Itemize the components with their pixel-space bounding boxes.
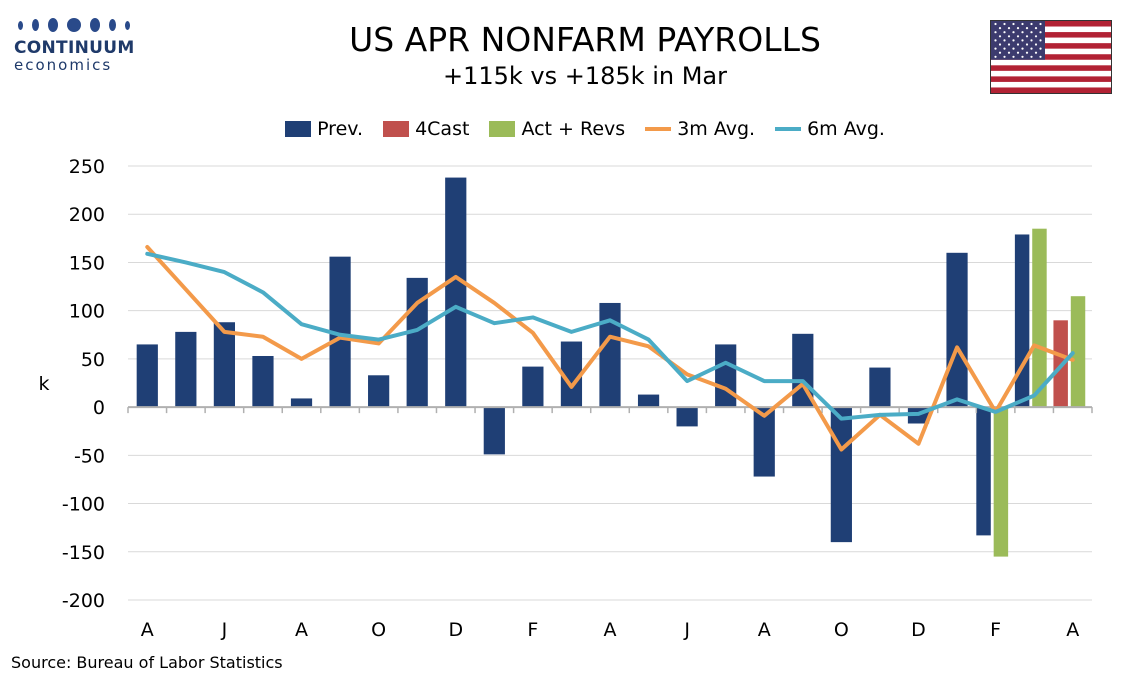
legend-swatch-4cast (383, 121, 410, 137)
line-3m-avg- (145, 245, 1075, 452)
legend-item-actual: Act + Revs (489, 118, 625, 140)
legend-item-3m-avg: 3m Avg. (645, 118, 755, 140)
bar-act-revs (993, 407, 1009, 557)
y-tick-label: -150 (62, 542, 105, 564)
legend-swatch-3m-avg (645, 127, 672, 131)
bar-prev- (175, 331, 197, 408)
bar-prev- (946, 252, 968, 408)
x-tick-label: F (990, 619, 1001, 641)
chart-title: US APR NONFARM PAYROLLS (349, 20, 821, 59)
bar-prev- (976, 407, 991, 536)
bar-prev- (290, 398, 313, 408)
bar-prev- (560, 341, 583, 408)
y-tick-label: 200 (69, 204, 105, 226)
company-logo: CONTINUUM economics (14, 14, 134, 74)
chart-subtitle: +115k vs +185k in Mar (442, 62, 727, 90)
legend-item-prev: Prev. (285, 118, 363, 140)
logo-name: CONTINUUM (14, 38, 135, 58)
bar-prev- (368, 375, 390, 408)
y-tick-label: 100 (69, 301, 105, 323)
legend-label-6m-avg: 6m Avg. (807, 118, 885, 140)
bar-prev- (753, 407, 775, 477)
legend-item-4cast: 4Cast (383, 118, 469, 140)
legend-swatch-actual (489, 121, 516, 137)
line-6m-avg- (145, 251, 1075, 421)
y-tick-label: -50 (74, 445, 105, 467)
source-note: Source: Bureau of Labor Statistics (11, 653, 283, 672)
y-axis-label: k (38, 373, 49, 395)
legend-label-4cast: 4Cast (415, 118, 470, 140)
x-tick-label: A (758, 619, 771, 641)
legend-swatch-6m-avg (775, 127, 802, 131)
legend-swatch-prev (285, 121, 312, 137)
bar-prev- (445, 177, 467, 408)
logo-dots-icon (14, 14, 134, 36)
bar-prev- (676, 407, 698, 427)
chart-legend: Prev. 4Cast Act + Revs 3m Avg. 6m Avg. (0, 118, 1134, 140)
legend-label-actual: Act + Revs (521, 118, 626, 140)
x-tick-label: A (141, 619, 154, 641)
logo-subtitle: economics (14, 56, 113, 74)
x-tick-label: A (604, 619, 617, 641)
bar-act-revs (1070, 296, 1086, 408)
x-tick-label: D (448, 619, 463, 641)
x-tick-label: D (911, 619, 926, 641)
bar-prev- (213, 322, 236, 408)
bar-act-revs (1032, 228, 1047, 408)
y-tick-label: 50 (81, 349, 105, 371)
bar-prev- (1014, 234, 1030, 408)
bar-prev- (136, 344, 158, 408)
y-tick-label: -100 (62, 494, 105, 516)
bar-prev- (329, 256, 351, 408)
bar-prev- (715, 344, 737, 408)
x-tick-label: J (683, 619, 690, 641)
x-tick-label: A (1066, 619, 1079, 641)
y-tick-label: -200 (62, 590, 105, 612)
bar-prev- (869, 367, 891, 408)
legend-label-3m-avg: 3m Avg. (677, 118, 756, 140)
legend-label-prev: Prev. (317, 118, 364, 140)
us-flag-icon (990, 20, 1112, 94)
x-tick-label: F (527, 619, 538, 641)
y-tick-label: 250 (69, 156, 105, 178)
y-tick-label: 150 (69, 252, 105, 274)
bar-prev- (637, 394, 660, 408)
x-tick-label: O (371, 619, 386, 641)
x-tick-label: A (295, 619, 308, 641)
bar-prev- (483, 407, 505, 455)
y-tick-label: 0 (93, 397, 105, 419)
legend-item-6m-avg: 6m Avg. (775, 118, 885, 140)
x-tick-label: J (221, 619, 228, 641)
x-tick-label: O (834, 619, 849, 641)
bar-prev- (599, 302, 621, 408)
bar-prev- (252, 355, 274, 408)
bar-prev- (522, 366, 544, 408)
bar-prev- (830, 407, 852, 543)
